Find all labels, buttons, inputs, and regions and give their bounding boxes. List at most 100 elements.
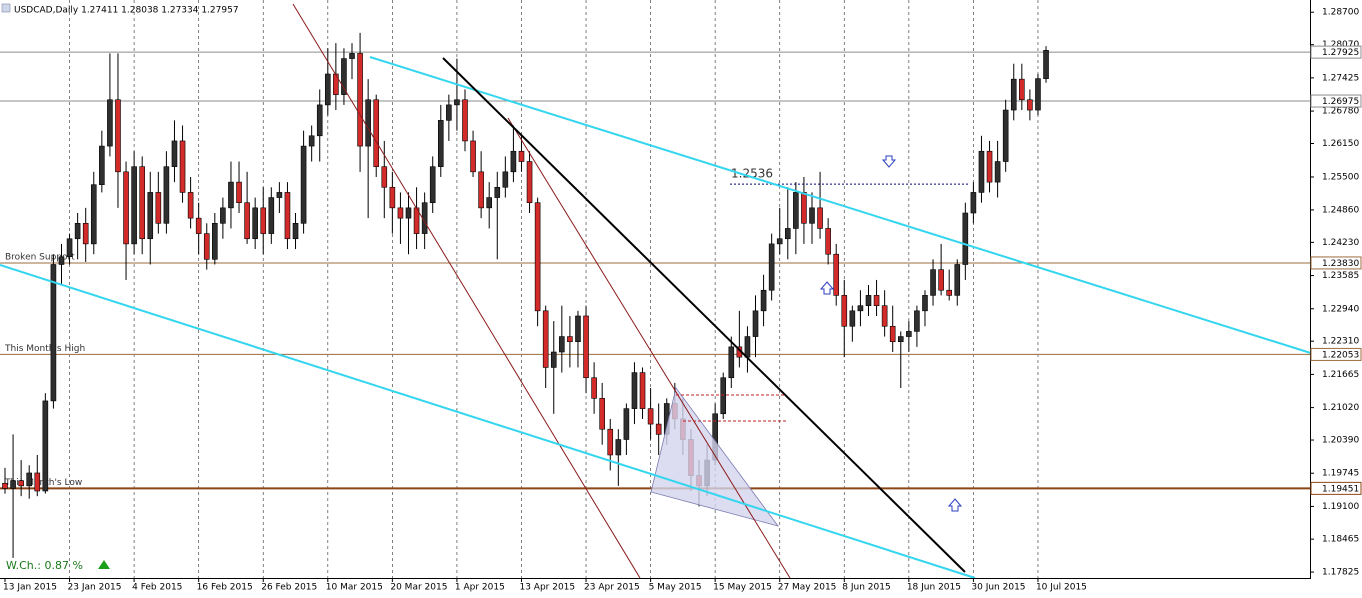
candle-body	[260, 207, 267, 234]
arrow-down	[881, 155, 897, 168]
x-tick-label: 16 Feb 2015	[197, 583, 253, 593]
candle-body	[244, 202, 250, 240]
candle-body	[478, 171, 484, 209]
candle-body	[897, 336, 904, 343]
candle-body	[881, 305, 888, 327]
x-tick-label: 10 Mar 2015	[326, 583, 383, 593]
symbol-icon	[1, 3, 11, 13]
x-tick-label: 27 May 2015	[778, 583, 837, 593]
candle-body	[90, 184, 97, 245]
y-tick-label: 1.24230	[1322, 238, 1359, 248]
candle-body	[276, 192, 283, 198]
y-tick-label: 1.22310	[1322, 337, 1359, 347]
candle-body	[139, 166, 145, 240]
candle-body	[454, 99, 460, 106]
candle-body	[462, 99, 468, 142]
candle-body	[575, 315, 581, 343]
candle-body	[50, 264, 57, 402]
y-tick-label: 1.19100	[1322, 502, 1359, 512]
trendline	[0, 264, 976, 579]
candle-body	[720, 377, 727, 415]
candle-body	[107, 99, 113, 147]
candle-body	[550, 351, 557, 368]
arrow-up	[819, 281, 835, 295]
candle-body	[752, 310, 759, 337]
x-tick-label: 1 Apr 2015	[455, 583, 505, 593]
y-tick-label: 1.19745	[1322, 469, 1359, 479]
candle-body	[873, 295, 880, 306]
candle-body	[946, 289, 952, 296]
candle-body	[954, 264, 961, 296]
candle-body	[389, 186, 396, 209]
level-label: 1.19451	[1322, 484, 1359, 494]
x-tick-label: 10 Jul 2015	[1036, 583, 1087, 593]
level-box	[1310, 481, 1362, 495]
candle-body	[793, 192, 799, 229]
candle-body	[849, 310, 856, 327]
candle-body	[1019, 78, 1025, 101]
candle-body	[776, 238, 783, 245]
change-up-icon	[98, 560, 110, 569]
candle-body	[163, 166, 170, 224]
candle-body	[18, 480, 24, 487]
candle-body	[962, 212, 969, 265]
candle-body	[357, 53, 363, 147]
candle-body	[857, 305, 864, 312]
candle-body	[615, 439, 622, 456]
x-tick-label: 26 Feb 2015	[261, 583, 317, 593]
candle-body	[446, 104, 452, 121]
candle-body	[123, 171, 129, 245]
candle-body	[801, 192, 807, 224]
candle-body	[284, 192, 291, 240]
level-text: This Month's High	[4, 344, 85, 354]
candle-body	[1010, 78, 1017, 111]
y-tick-label: 1.21020	[1322, 403, 1359, 413]
triangle-pattern	[650, 387, 780, 527]
y-tick-label: 1.20390	[1322, 436, 1359, 446]
candle-body	[760, 289, 767, 312]
trendline	[442, 57, 966, 573]
candle-body	[429, 166, 436, 204]
level-label: 1.23830	[1322, 259, 1359, 269]
y-tick-label: 1.28700	[1322, 8, 1359, 18]
candle-body	[841, 295, 848, 327]
candle-body	[1043, 50, 1049, 79]
candle-body	[591, 377, 597, 399]
candle-body	[518, 150, 525, 162]
candle-body	[599, 398, 605, 430]
chart-title: USDCAD,Daily 1.27411 1.28038 1.27334 1.2…	[14, 6, 239, 16]
level-box	[1310, 94, 1362, 108]
candle-body	[397, 207, 404, 219]
x-tick-label: 15 May 2015	[713, 583, 772, 593]
candle-body	[155, 192, 162, 224]
candle-body	[542, 310, 549, 368]
x-tick-label: 4 Feb 2015	[132, 583, 182, 593]
x-tick-label: 5 May 2015	[649, 583, 702, 593]
candle-body	[631, 372, 638, 409]
candle-body	[930, 269, 936, 296]
candle-body	[58, 256, 65, 265]
y-tick-label: 1.25500	[1322, 172, 1359, 182]
candle-body	[324, 73, 331, 106]
candle-body	[1002, 109, 1009, 162]
candle-body	[510, 150, 517, 173]
y-tick-label: 1.26150	[1322, 139, 1359, 149]
candle-body	[1027, 99, 1033, 111]
candle-body	[502, 171, 509, 188]
candle-body	[486, 197, 493, 209]
candle-body	[534, 202, 541, 312]
candle-body	[744, 336, 751, 358]
candle-body	[470, 140, 476, 173]
candle-body	[228, 181, 234, 209]
candle-body	[99, 145, 105, 185]
level-box	[1310, 256, 1362, 270]
candle-body	[623, 408, 630, 440]
candle-body	[978, 150, 985, 193]
candle-body	[607, 428, 614, 456]
candle-body	[26, 472, 33, 487]
candle-body	[341, 58, 347, 95]
candle-body	[1035, 78, 1041, 111]
candle-body	[187, 192, 194, 219]
candle-body	[373, 99, 380, 167]
